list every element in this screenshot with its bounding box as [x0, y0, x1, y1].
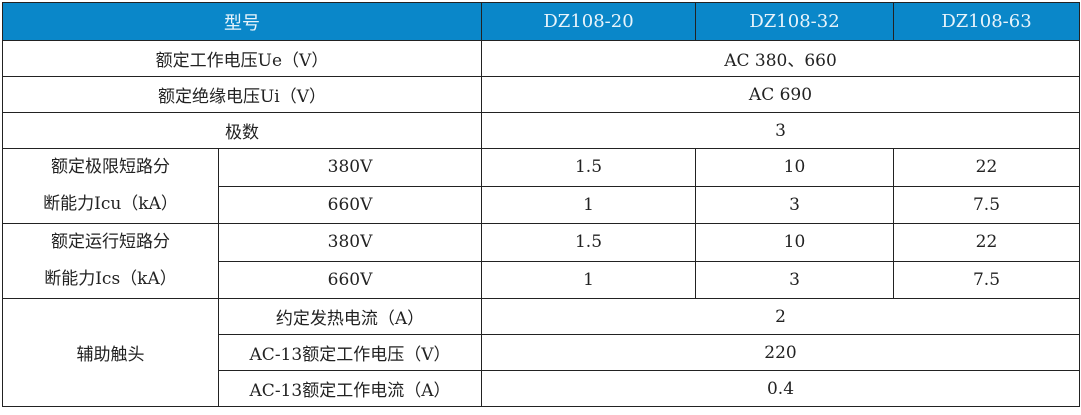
table-row: 660V 1 3 7.5: [3, 260, 1080, 299]
cell-value: AC 690: [481, 76, 1080, 113]
cell-value: 220: [481, 334, 1080, 371]
label-line: 断能力Icu（kA）: [43, 194, 178, 214]
cell-value: 10: [695, 148, 894, 187]
cell-value: 1.5: [481, 148, 696, 187]
model-header: DZ108-20: [481, 2, 696, 41]
label-line: 额定运行短路分: [51, 232, 170, 252]
model-header: DZ108-63: [893, 2, 1080, 41]
cell-value: 7.5: [893, 260, 1080, 299]
row-label: 极数: [2, 112, 482, 149]
cell-value: 3: [695, 260, 894, 299]
table-row: AC-13额定工作电流（A） 0.4: [3, 370, 1080, 407]
row-label: AC-13额定工作电压（V）: [218, 334, 482, 371]
ics-label: 额定运行短路分 断能力Ics（kA）: [2, 223, 219, 299]
table-row: 额定绝缘电压Ui（V） AC 690: [2, 76, 1080, 113]
cell-value: 0.4: [481, 370, 1080, 407]
table-row: 辅助触头 约定发热电流（A） 2: [2, 298, 1080, 407]
header-row: 型号 DZ108-20 DZ108-32 DZ108-63: [2, 2, 1080, 41]
label-line: 断能力Ics（kA）: [44, 269, 177, 289]
voltage-cell: 660V: [218, 260, 482, 299]
aux-label: 辅助触头: [2, 298, 219, 407]
cell-value: 2: [481, 298, 1080, 335]
row-label: 额定工作电压Ue（V）: [2, 40, 482, 77]
cell-value: 1: [481, 260, 696, 299]
voltage-cell: 380V: [218, 223, 482, 262]
table-row: 660V 1 3 7.5: [3, 185, 1080, 224]
row-label: AC-13额定工作电流（A）: [218, 370, 482, 407]
cell-value: 7.5: [893, 185, 1080, 224]
table-row: 额定极限短路分 断能力Icu（kA） 380V 1.5 10 22: [2, 148, 1080, 224]
voltage-cell: 660V: [218, 185, 482, 224]
voltage-cell: 380V: [218, 148, 482, 187]
model-header: DZ108-32: [695, 2, 894, 41]
row-label: 额定绝缘电压Ui（V）: [2, 76, 482, 113]
table-row: 额定运行短路分 断能力Ics（kA） 380V 1.5 10 22: [2, 223, 1080, 299]
cell-value: 3: [695, 185, 894, 224]
table-row: 极数 3: [2, 112, 1080, 149]
spec-table: 型号 DZ108-20 DZ108-32 DZ108-63 额定工作电压Ue（V…: [2, 2, 1080, 407]
cell-value: 1.5: [481, 223, 696, 262]
cell-value: 10: [695, 223, 894, 262]
cell-value: 22: [893, 223, 1080, 262]
icu-label: 额定极限短路分 断能力Icu（kA）: [2, 148, 219, 224]
table-row: 额定工作电压Ue（V） AC 380、660: [2, 40, 1080, 77]
label-line: 额定极限短路分: [51, 157, 170, 177]
row-label: 约定发热电流（A）: [218, 298, 482, 335]
cell-value: 3: [481, 112, 1080, 149]
cell-value: 1: [481, 185, 696, 224]
model-label: 型号: [2, 2, 482, 41]
cell-value: 22: [893, 148, 1080, 187]
cell-value: AC 380、660: [481, 40, 1080, 77]
